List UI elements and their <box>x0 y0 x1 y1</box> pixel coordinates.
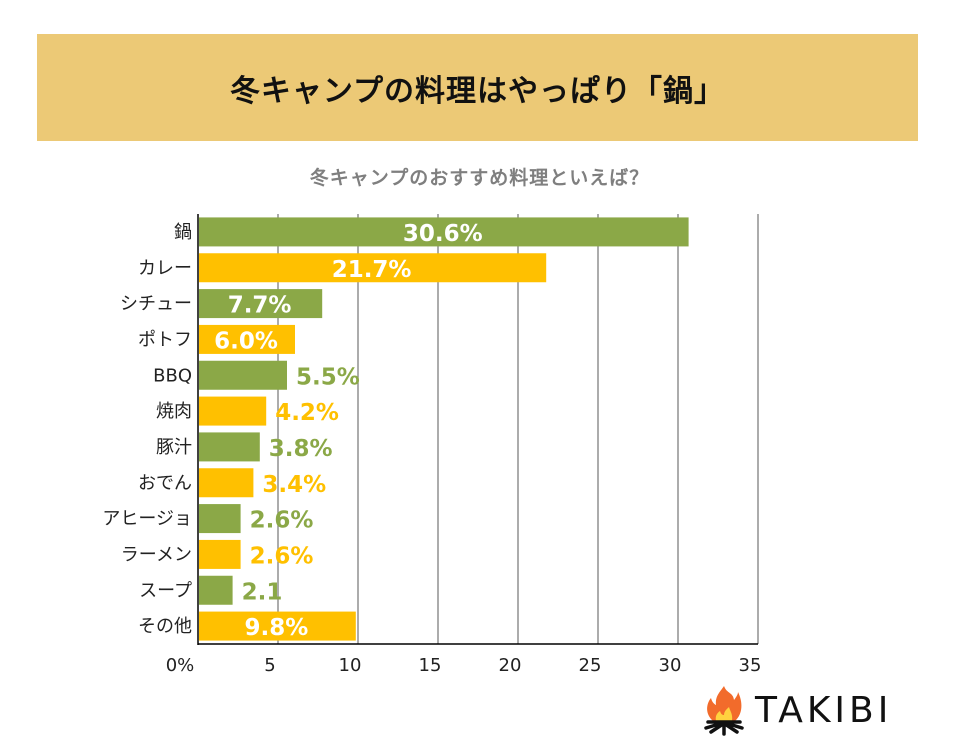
category-label: 鍋 <box>174 222 192 243</box>
bar-10 <box>199 575 233 605</box>
bar-0 <box>199 217 689 247</box>
data-label: 2.1 <box>242 579 283 605</box>
category-label: 焼肉 <box>156 401 192 422</box>
x-tick-label: 35 <box>739 655 762 676</box>
x-tick-label: 15 <box>419 655 442 676</box>
data-label: 21.7% <box>332 257 412 283</box>
data-label: 2.6% <box>250 543 314 569</box>
x-tick-label: 20 <box>499 655 522 676</box>
data-label: 4.2% <box>275 400 339 426</box>
x-tick-label: 25 <box>579 655 602 676</box>
bar-11 <box>199 611 356 641</box>
banner-title: 冬キャンプの料理はやっぱり「鍋」 <box>229 73 726 109</box>
x-tick-label: 10 <box>339 655 362 676</box>
bar-4 <box>199 360 287 390</box>
category-label: ポトフ <box>138 329 192 350</box>
bar-6 <box>199 432 260 462</box>
x-tick-label: 0% <box>166 655 195 676</box>
bar-7 <box>199 468 254 498</box>
category-label: 豚汁 <box>156 437 192 458</box>
category-label: BBQ <box>153 365 192 386</box>
data-label: 9.8% <box>245 615 309 641</box>
logo-text: TAKIBI <box>755 689 893 731</box>
data-label: 6.0% <box>214 328 278 354</box>
bar-1 <box>199 253 547 283</box>
category-label: おでん <box>138 473 192 494</box>
category-label: シチュー <box>120 294 192 315</box>
x-tick-label: 30 <box>659 655 682 676</box>
x-tick-label: 5 <box>264 655 275 676</box>
bar-3 <box>199 324 295 354</box>
data-label: 3.4% <box>262 472 326 498</box>
bar-9 <box>199 539 241 569</box>
campfire-icon <box>704 686 744 736</box>
bar-5 <box>199 396 267 426</box>
category-label: ラーメン <box>121 544 192 565</box>
data-label: 2.6% <box>250 508 314 534</box>
chart-title: 冬キャンプのおすすめ料理といえば？ <box>309 167 650 189</box>
category-label: アヒージョ <box>102 509 192 530</box>
data-label: 5.5% <box>296 364 360 390</box>
category-label: スープ <box>139 580 192 601</box>
bar-2 <box>199 289 323 319</box>
data-label: 3.8% <box>269 436 333 462</box>
takibi-logo: TAKIBI <box>703 684 892 736</box>
bar-8 <box>199 504 241 534</box>
data-label: 7.7% <box>228 293 292 319</box>
data-label: 30.6% <box>403 221 483 247</box>
header-banner: 冬キャンプの料理はやっぱり「鍋」 <box>37 34 918 141</box>
category-label: その他 <box>138 616 192 637</box>
category-label: カレー <box>138 258 192 279</box>
